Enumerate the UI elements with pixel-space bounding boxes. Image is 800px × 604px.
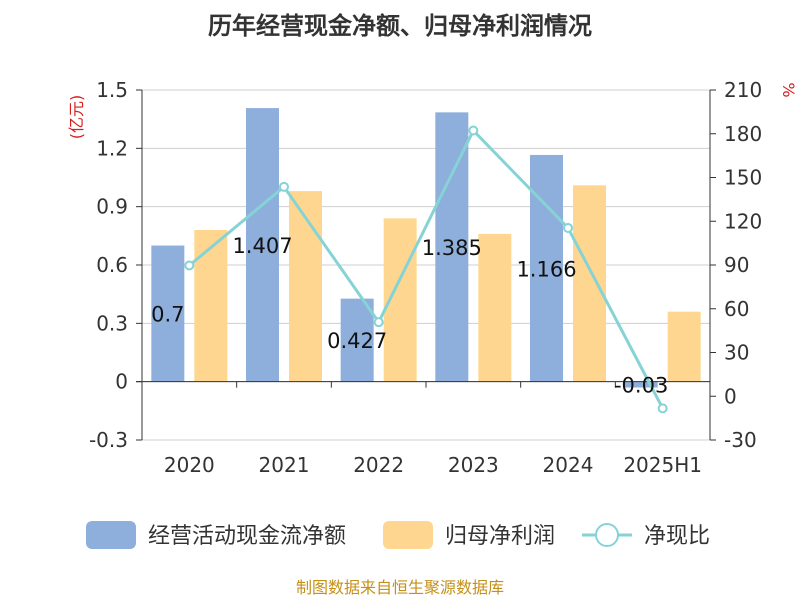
left-axis-tick-label: 0.9 [96, 195, 128, 219]
net-cash-ratio-point [184, 260, 195, 271]
x-axis: 2020 2021 2022 2023 2024 2025H1 [136, 381, 711, 477]
bar-operating-cash-flow [435, 112, 469, 382]
bar-net-profit [478, 233, 512, 382]
x-axis-tick-label: 2023 [448, 453, 499, 477]
right-axis-tick-label: 120 [724, 209, 762, 233]
legend: 经营活动现金流净额 归母净利润 净现比 [86, 521, 710, 549]
legend-swatch-net-profit [383, 521, 433, 549]
x-axis-tick-label: 2020 [164, 453, 215, 477]
x-axis-tick-label: 2022 [353, 453, 404, 477]
net-cash-ratio-point [373, 317, 384, 328]
left-axis-tick-label: 1.2 [96, 136, 128, 160]
net-cash-ratio-point [279, 181, 289, 192]
x-axis-tick-label: 2021 [259, 453, 310, 477]
left-axis-unit-label: (亿元) [67, 95, 86, 140]
right-axis-tick-label: 0 [724, 384, 737, 408]
data-labels-layer: 0.7 1.407 0.427 1.385 1.166 -0.03 [151, 234, 668, 398]
bar-net-profit [667, 311, 701, 382]
right-axis-tick-label: 60 [724, 297, 749, 321]
data-label: 0.427 [327, 329, 387, 353]
right-axis-tick-label: 30 [724, 341, 749, 365]
bar-operating-cash-flow [624, 381, 658, 388]
left-axis-tick-label: 0.3 [96, 311, 128, 335]
right-axis-tick-label: -30 [724, 428, 757, 452]
data-label: 1.407 [232, 234, 292, 258]
data-label: 1.385 [422, 236, 482, 260]
bar-operating-cash-flow [340, 298, 374, 382]
net-cash-ratio-point [563, 222, 573, 233]
legend-swatch-net-cash-ratio-marker [595, 523, 619, 547]
net-cash-ratio-point [468, 125, 479, 136]
net-cash-ratio-line [188, 129, 664, 410]
x-axis-tick-label: 2024 [543, 453, 594, 477]
data-label: -0.03 [614, 374, 668, 398]
net-cash-ratio-point [657, 403, 668, 414]
right-axis-tick-label: 210 [724, 78, 762, 102]
bar-net-profit [573, 185, 606, 382]
right-axis-tick-label: 150 [724, 166, 762, 190]
x-axis-tick-label: 2025H1 [623, 453, 702, 477]
right-axis-tick-label: 90 [724, 253, 749, 277]
source-note: 制图数据来自恒生聚源数据库 [296, 578, 504, 597]
bar-net-profit [289, 191, 322, 382]
chart-title: 历年经营现金净额、归母净利润情况 [208, 12, 592, 40]
data-label: 0.7 [151, 303, 184, 327]
line-layer [184, 125, 668, 414]
bar-net-profit [194, 230, 228, 382]
right-axis-unit-label: % [779, 82, 798, 97]
legend-label-net-profit: 归母净利润 [445, 524, 555, 549]
left-axis-tick-label: 0.6 [96, 253, 128, 277]
left-axis: 1.5 1.2 0.9 0.6 0.3 0 -0.3 [89, 78, 143, 452]
legend-swatch-operating-cash-flow [86, 521, 136, 549]
left-axis-tick-label: -0.3 [89, 428, 128, 452]
right-axis-tick-label: 180 [724, 122, 762, 146]
bars-layer [151, 108, 701, 388]
left-axis-tick-label: 1.5 [96, 78, 128, 102]
data-label: 1.166 [516, 257, 576, 281]
bar-operating-cash-flow [151, 245, 185, 382]
right-axis: 210 180 150 120 90 60 30 0 -30 [709, 78, 762, 452]
left-axis-tick-label: 0 [115, 370, 128, 394]
legend-label-operating-cash-flow: 经营活动现金流净额 [148, 524, 346, 549]
bar-operating-cash-flow [246, 108, 279, 382]
legend-label-net-cash-ratio: 净现比 [644, 524, 710, 549]
